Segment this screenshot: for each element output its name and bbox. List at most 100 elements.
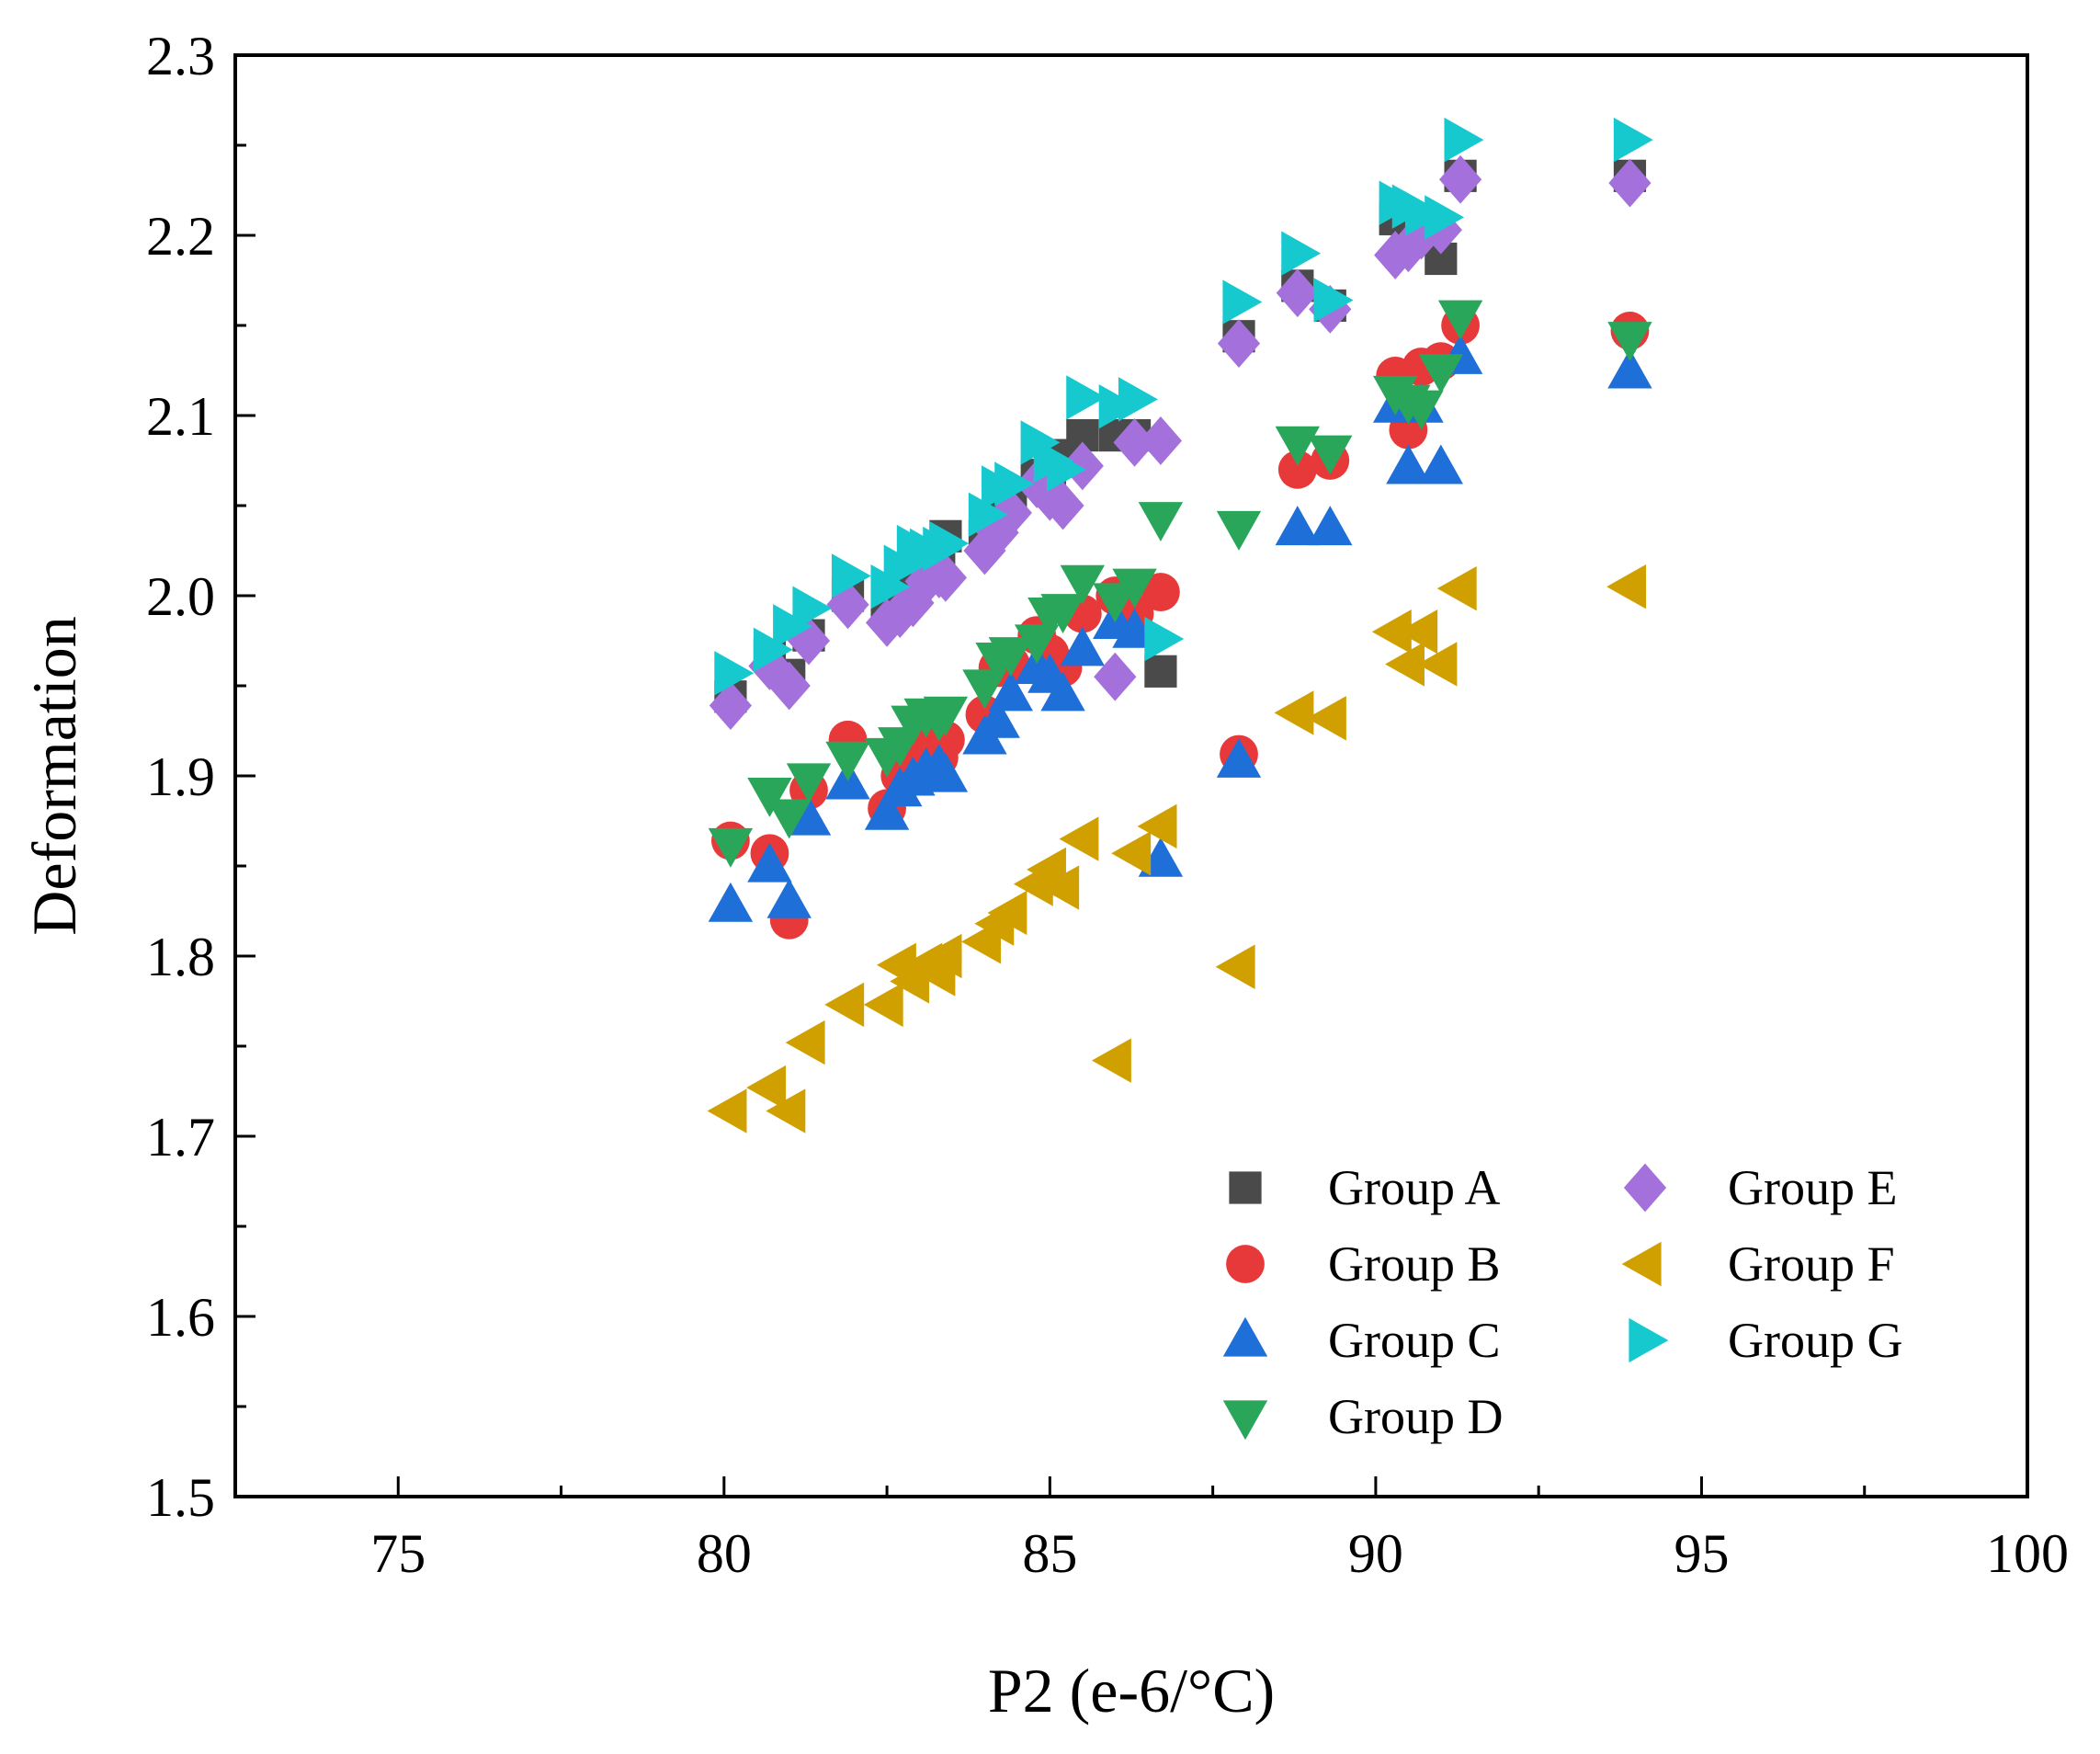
group-g-point: [994, 461, 1035, 507]
legend-item-group-a: Group A: [1229, 1160, 1501, 1215]
group-d-point: [923, 696, 969, 736]
group-f-point: [1274, 690, 1314, 735]
data-points: [707, 117, 1653, 1133]
group-d-point: [786, 763, 832, 803]
group-f-point: [987, 890, 1027, 936]
group-f-point: [1111, 831, 1152, 876]
group-f-point: [1039, 865, 1080, 910]
group-f-point: [746, 1065, 787, 1110]
group-a-point: [1144, 655, 1177, 688]
group-g-point: [968, 492, 1008, 537]
y-tick-label: 2.2: [146, 206, 215, 267]
group-g-point: [1281, 231, 1322, 276]
group-f-point: [1059, 816, 1099, 861]
group-g-point: [1118, 377, 1158, 422]
group-d-point: [825, 741, 870, 781]
y-tick-labels: 1.5 1.6 1.7 1.8 1.9 2.0 2.1 2.2 2.3: [146, 26, 215, 1528]
x-tick-label: 85: [1022, 1523, 1077, 1584]
group-f-point: [863, 982, 903, 1028]
group-c-point: [747, 842, 792, 883]
group-e-point: [1608, 158, 1652, 208]
group-e-point: [1139, 416, 1183, 465]
group-c-point: [1386, 444, 1431, 484]
group-f-point: [1091, 1038, 1131, 1083]
legend-label-group-a: Group A: [1328, 1160, 1501, 1215]
legend-marker-group-e: [1623, 1163, 1667, 1213]
x-tick-label: 75: [370, 1523, 426, 1584]
group-d-point: [1060, 564, 1106, 605]
group-e-point: [767, 661, 811, 711]
group-g-point: [1046, 447, 1086, 492]
group-d-point: [1437, 300, 1483, 340]
y-tick-label: 1.7: [146, 1107, 215, 1167]
legend-label-group-c: Group C: [1328, 1313, 1501, 1368]
group-e-point: [1061, 441, 1104, 491]
group-c-point: [988, 671, 1034, 712]
legend-item-group-g: Group G: [1629, 1313, 1902, 1368]
group-f-point: [1215, 944, 1255, 989]
group-e-point: [879, 589, 922, 638]
group-g-point: [1425, 195, 1465, 240]
group-c-point: [708, 882, 754, 922]
x-tick-label: 95: [1674, 1523, 1729, 1584]
group-f-point: [1398, 609, 1438, 655]
group-c-point: [975, 698, 1020, 738]
group-e-point: [1113, 418, 1156, 467]
legend-item-group-c: Group C: [1222, 1313, 1501, 1368]
group-g-point: [1313, 278, 1354, 323]
group-d-point: [962, 669, 1007, 710]
group-c-point: [786, 795, 832, 836]
group-d-series: [708, 300, 1652, 868]
group-f-point: [1385, 642, 1425, 687]
group-g-series: [714, 117, 1653, 696]
group-c-point: [1216, 738, 1262, 778]
group-c-point: [1418, 444, 1464, 484]
group-c-point: [1060, 626, 1106, 666]
group-d-point: [1112, 568, 1157, 609]
group-e-point: [924, 553, 968, 602]
group-d-point: [1014, 624, 1060, 665]
legend-label-group-f: Group F: [1728, 1236, 1895, 1292]
group-g-point: [831, 553, 871, 598]
group-f-series: [707, 564, 1647, 1133]
legend-item-group-b: Group B: [1226, 1236, 1501, 1292]
y-tick-label: 1.9: [146, 746, 215, 807]
group-f-point: [766, 1088, 806, 1133]
x-tick-label: 100: [1986, 1523, 2069, 1584]
group-g-point: [1444, 117, 1484, 163]
legend-item-group-d: Group D: [1222, 1389, 1503, 1444]
group-f-point: [785, 1019, 825, 1065]
legend-marker-group-f: [1621, 1241, 1662, 1287]
group-g-point: [883, 544, 924, 589]
legend-item-group-e: Group E: [1623, 1160, 1897, 1215]
y-tick-label: 2.0: [146, 566, 215, 627]
legend-marker-group-g: [1629, 1317, 1669, 1363]
group-d-point: [1399, 390, 1444, 430]
group-g-point: [929, 520, 970, 566]
group-d-point: [1138, 502, 1184, 542]
group-f-point: [1436, 565, 1477, 611]
group-f-point: [1371, 609, 1412, 655]
legend-label-group-g: Group G: [1728, 1313, 1902, 1368]
y-tick-label: 1.8: [146, 927, 215, 987]
legend-label-group-b: Group B: [1328, 1236, 1501, 1292]
group-e-point: [1438, 154, 1482, 204]
group-e-point: [1041, 481, 1084, 530]
group-e-point: [1094, 652, 1137, 701]
legend-label-group-d: Group D: [1328, 1389, 1503, 1444]
group-c-point: [1607, 348, 1652, 389]
group-f-point: [1417, 642, 1458, 687]
group-e-point: [826, 580, 869, 630]
y-tick-label: 2.1: [146, 386, 215, 447]
group-d-point: [747, 778, 792, 817]
legend-marker-group-c: [1222, 1316, 1268, 1357]
group-e-point: [709, 681, 753, 730]
group-b-point: [1277, 450, 1317, 489]
x-tick-label: 80: [697, 1523, 752, 1584]
group-c-point: [1275, 506, 1321, 546]
legend-marker-group-a: [1229, 1171, 1262, 1204]
group-g-point: [1613, 117, 1653, 163]
y-tick-label: 2.3: [146, 26, 215, 86]
group-d-point: [708, 827, 754, 868]
group-c-point: [923, 752, 969, 792]
